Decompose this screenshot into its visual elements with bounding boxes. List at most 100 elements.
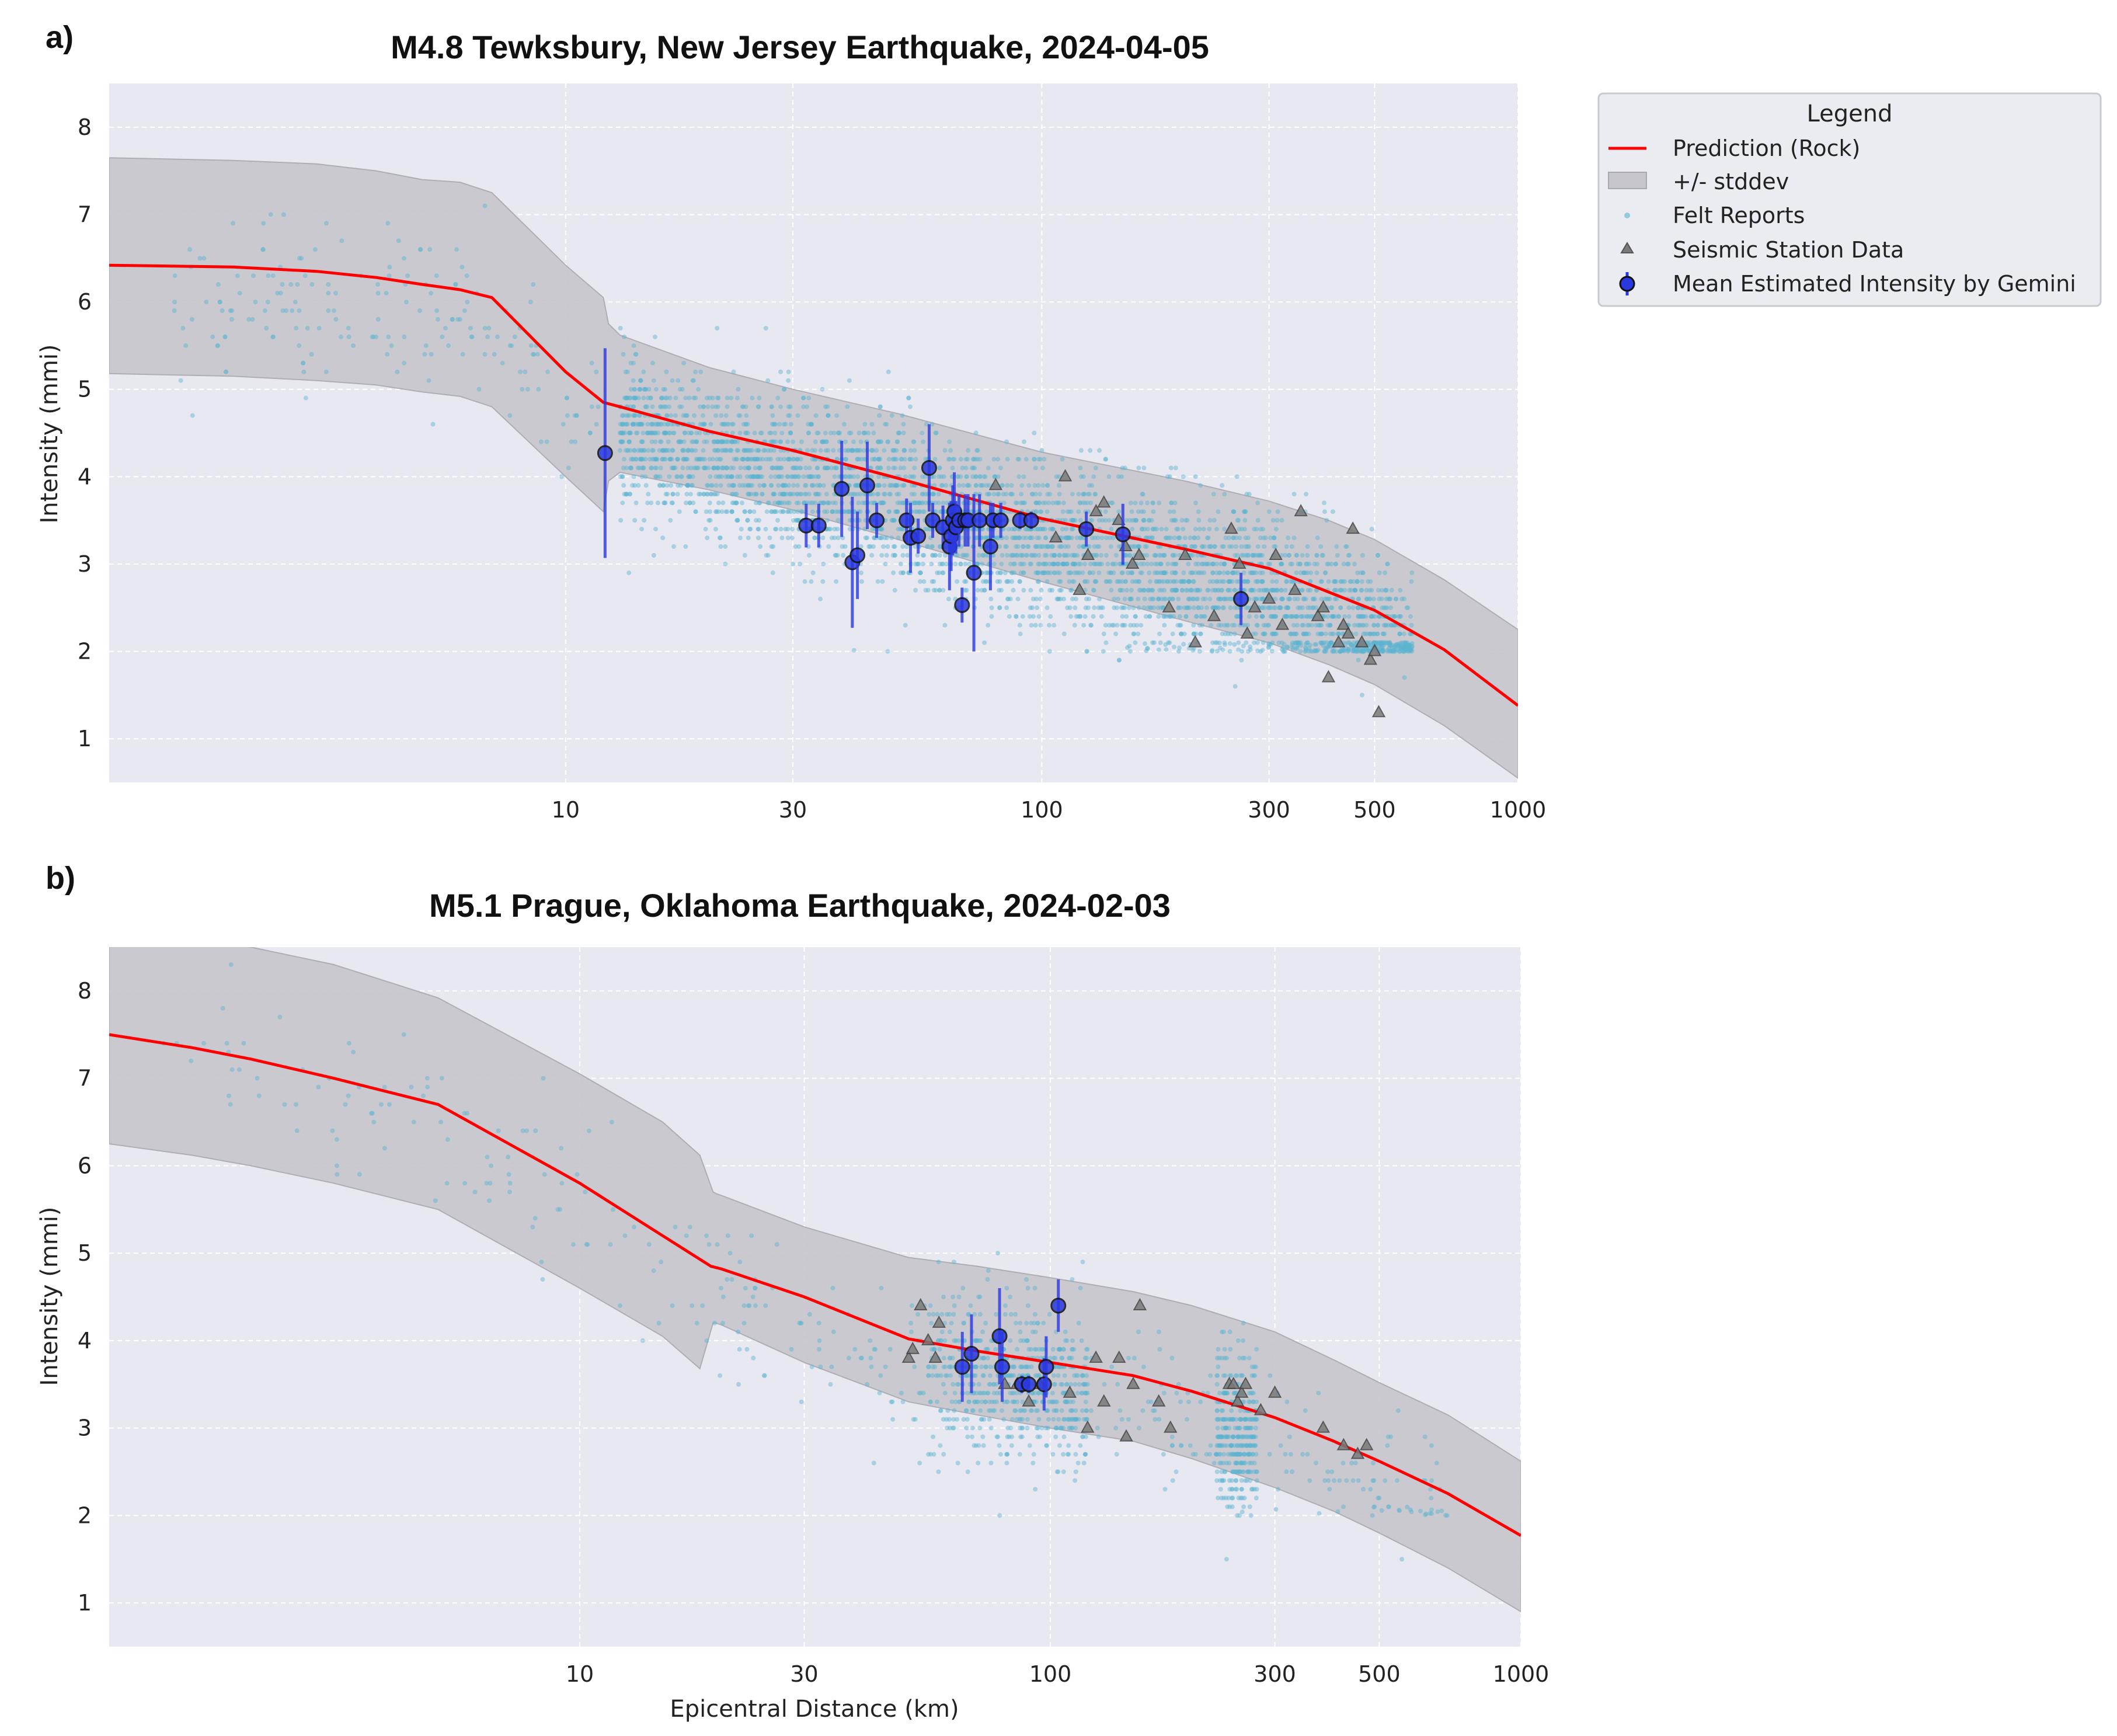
felt-report-point (652, 457, 657, 462)
felt-report-point (1037, 544, 1042, 549)
felt-report-point (1164, 647, 1169, 652)
felt-report-point (619, 439, 624, 444)
felt-report-point (791, 492, 796, 497)
felt-report-point (1133, 544, 1138, 549)
felt-report-point (708, 492, 713, 497)
felt-report-point (756, 448, 761, 453)
felt-report-point (1369, 614, 1374, 619)
felt-report-point (1235, 1338, 1241, 1343)
felt-report-point (1227, 1417, 1232, 1422)
felt-report-point (1216, 1434, 1221, 1439)
felt-report-point (788, 430, 793, 436)
felt-report-point (630, 457, 635, 462)
felt-report-point (1329, 561, 1334, 566)
felt-report-point (958, 561, 963, 566)
felt-report-point (1380, 640, 1385, 645)
felt-report-point (375, 317, 381, 322)
felt-report-point (1187, 605, 1192, 610)
felt-report-point (1363, 614, 1369, 619)
felt-report-point (1342, 648, 1347, 653)
felt-report-point (1035, 544, 1040, 549)
felt-report-point (1220, 605, 1225, 610)
felt-report-point (1120, 614, 1125, 619)
felt-report-point (1095, 544, 1100, 549)
felt-report-point (720, 500, 726, 506)
felt-report-point (1087, 483, 1092, 488)
felt-report-point (1254, 1452, 1259, 1457)
felt-report-point (783, 483, 788, 488)
felt-report-point (1391, 645, 1397, 650)
felt-report-point (891, 570, 896, 575)
felt-report-point (1283, 605, 1289, 610)
felt-report-point (1265, 587, 1270, 593)
felt-report-point (464, 273, 469, 279)
felt-report-point (983, 474, 988, 479)
felt-report-point (1061, 1452, 1066, 1457)
felt-report-point (788, 492, 792, 497)
felt-report-point (1275, 587, 1280, 593)
felt-report-point (897, 430, 902, 436)
felt-report-point (715, 404, 720, 409)
felt-report-point (1232, 605, 1237, 610)
felt-report-point (1312, 642, 1318, 647)
felt-report-point (639, 474, 645, 479)
felt-report-point (920, 492, 925, 497)
felt-report-point (1214, 1443, 1220, 1448)
felt-report-point (894, 492, 900, 497)
felt-report-point (632, 387, 637, 392)
felt-report-point (1287, 553, 1291, 558)
felt-report-point (833, 553, 838, 558)
felt-report-point (1382, 640, 1387, 645)
felt-report-point (730, 474, 735, 479)
felt-report-point (1218, 561, 1224, 566)
felt-report-point (854, 483, 859, 488)
felt-report-point (1137, 587, 1142, 593)
felt-report-point (624, 395, 629, 401)
felt-report-point (1238, 1417, 1243, 1422)
felt-report-point (1039, 544, 1044, 549)
felt-report-point (977, 474, 983, 479)
felt-report-point (906, 395, 911, 401)
felt-report-point (769, 465, 775, 471)
felt-report-point (854, 483, 859, 488)
felt-report-point (1349, 642, 1353, 647)
felt-report-point (1241, 570, 1246, 575)
felt-report-point (892, 448, 897, 453)
felt-report-point (1285, 644, 1290, 649)
felt-report-point (1221, 561, 1227, 566)
felt-report-point (947, 439, 952, 444)
felt-report-point (1265, 622, 1270, 628)
felt-report-point (573, 439, 578, 444)
felt-report-point (395, 369, 400, 374)
felt-report-point (729, 509, 734, 514)
felt-report-point (670, 500, 675, 506)
felt-report-point (1363, 631, 1368, 636)
felt-report-point (1106, 474, 1112, 479)
felt-report-point (691, 378, 696, 383)
felt-report-point (757, 500, 762, 506)
felt-report-point (988, 1382, 993, 1387)
felt-report-point (1040, 544, 1046, 549)
felt-report-point (661, 448, 666, 453)
felt-report-point (729, 448, 734, 453)
felt-report-point (1082, 1452, 1088, 1457)
felt-report-point (1186, 561, 1191, 566)
felt-report-point (668, 483, 674, 488)
felt-report-point (869, 500, 874, 506)
felt-report-point (912, 492, 917, 497)
felt-report-point (922, 474, 928, 479)
felt-report-point (720, 439, 725, 444)
felt-report-point (683, 544, 688, 549)
felt-report-point (637, 413, 642, 418)
felt-report-point (220, 308, 225, 313)
felt-report-point (1352, 587, 1357, 593)
felt-report-point (632, 1224, 636, 1230)
felt-report-point (1035, 579, 1040, 584)
felt-report-point (1298, 640, 1303, 645)
felt-report-point (1019, 492, 1024, 497)
felt-report-point (1193, 587, 1198, 593)
felt-report-point (1081, 544, 1086, 549)
felt-report-point (942, 622, 948, 628)
felt-report-point (1123, 579, 1128, 584)
felt-report-point (774, 465, 779, 471)
